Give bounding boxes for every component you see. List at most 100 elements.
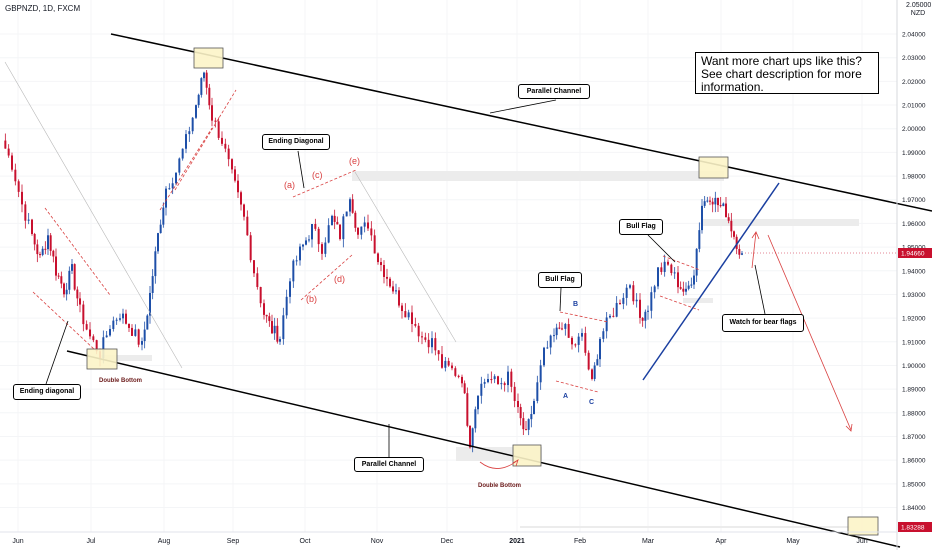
promo-text: Want more chart ups like this? See chart…: [701, 54, 862, 94]
candles: [4, 70, 743, 453]
callout-ending-diagonal-top: Ending Diagonal: [262, 134, 330, 150]
candle-body: [357, 227, 359, 235]
candle-body: [217, 121, 220, 138]
candle-body: [635, 299, 638, 302]
candle-body: [471, 428, 474, 448]
symbol-header: GBPNZD, 1D, FXCM: [5, 4, 80, 13]
candle-body: [162, 207, 165, 225]
candle-body: [271, 321, 273, 334]
candle-body: [205, 72, 208, 88]
candle-body: [383, 265, 385, 277]
channel-top-line: [110, 33, 932, 212]
candle-body: [513, 386, 516, 401]
candle-body: [605, 317, 608, 332]
candle-body: [14, 169, 17, 182]
candle-body: [327, 225, 330, 243]
candle-body: [221, 137, 223, 144]
candle-body: [149, 292, 151, 316]
y-tick-label: 1.94000: [902, 268, 926, 275]
candle-body: [722, 203, 725, 207]
x-tick-label: Oct: [300, 538, 311, 545]
candle-body: [615, 302, 618, 317]
y-tick-label: 1.98000: [902, 174, 926, 181]
highlight-box: [698, 156, 729, 179]
y-tick-label: 1.90000: [902, 363, 926, 370]
candle-body: [197, 94, 200, 106]
candle-body: [706, 200, 709, 202]
candle-body: [131, 327, 133, 336]
candle-body: [102, 337, 105, 359]
candle-body: [477, 395, 479, 410]
candle-body: [695, 248, 698, 276]
candle-body: [549, 335, 552, 348]
candle-body: [302, 244, 304, 247]
candle-body: [483, 382, 486, 384]
candle-body: [619, 302, 621, 304]
candle-body: [115, 319, 118, 321]
overlay-annotations: (a) (b) (c) (d) (e) A B C Double Bottom Double Bo…: [4, 33, 932, 548]
candle-body: [24, 204, 27, 221]
candle-body: [593, 365, 596, 379]
candle-body: [321, 244, 323, 254]
candle-body: [324, 242, 327, 254]
current-price-tag-text: 1.94660: [901, 251, 925, 258]
y-tick-label: 1.88000: [902, 410, 926, 417]
candle-body: [60, 276, 63, 284]
candle-body: [92, 336, 95, 341]
candle-body: [168, 188, 171, 190]
highlight-box: [512, 444, 542, 467]
candle-body: [95, 340, 98, 352]
candle-body: [349, 199, 351, 212]
projection-price-tag-text: 1.83288: [901, 525, 925, 532]
callout-pointer: [489, 99, 557, 114]
candle-body: [687, 285, 690, 289]
highlight-box: [847, 516, 879, 536]
candle-body: [44, 248, 47, 250]
candle-body: [451, 365, 453, 369]
candle-body: [227, 148, 230, 160]
candle-body: [527, 419, 530, 430]
candle-body: [224, 143, 227, 149]
candle-body: [612, 315, 615, 317]
channel-bottom-line: [66, 350, 901, 548]
candle-body: [469, 425, 471, 448]
wave-label-d: (d): [334, 274, 345, 284]
candle-body: [317, 228, 320, 245]
pattern-dashed-line: [662, 255, 701, 271]
candle-body: [76, 289, 79, 299]
candle-body: [555, 327, 558, 336]
candle-body: [463, 383, 466, 394]
candle-body: [480, 383, 483, 396]
candle-body: [417, 325, 420, 337]
candle-body: [733, 231, 735, 237]
candle-body: [333, 215, 336, 222]
candle-body: [71, 264, 73, 271]
candle-body: [165, 188, 167, 208]
candle-body: [670, 264, 673, 274]
candle-body: [434, 338, 437, 351]
candle-body: [466, 393, 469, 426]
currency-top-value: 2.05000: [906, 2, 932, 9]
candle-body: [703, 201, 706, 206]
candle-body: [360, 226, 363, 235]
candle-body: [663, 261, 666, 272]
x-tick-label: Sep: [227, 538, 240, 545]
callout-pointer: [297, 150, 305, 189]
candle-body: [596, 359, 599, 366]
callout-parallel-channel-top: Parallel Channel: [518, 84, 590, 99]
candle-body: [68, 270, 71, 290]
resistance-zone: [100, 355, 152, 361]
candle-body: [128, 323, 130, 328]
candle-body: [256, 273, 259, 287]
candle-body: [685, 288, 687, 292]
candle-body: [141, 341, 143, 345]
candle-body: [519, 407, 522, 419]
candle-body: [89, 329, 91, 337]
y-tick-label: 2.02000: [902, 79, 926, 86]
candle-body: [574, 344, 577, 346]
candle-body: [377, 253, 379, 263]
candle-body: [151, 276, 154, 293]
pattern-dashed-line: [659, 295, 700, 311]
candle-body: [711, 201, 714, 205]
